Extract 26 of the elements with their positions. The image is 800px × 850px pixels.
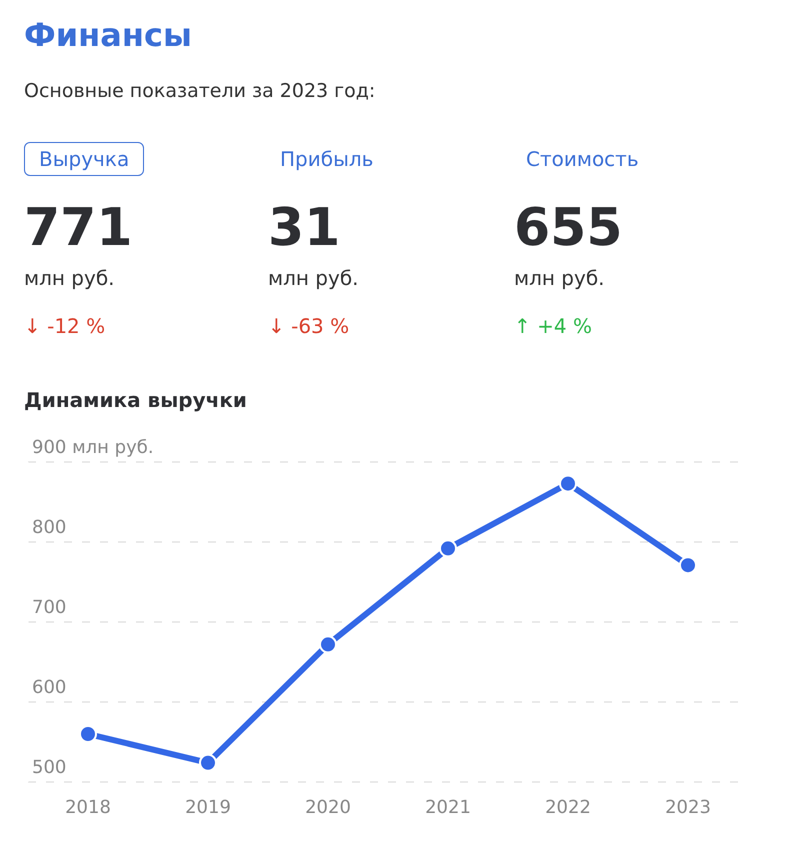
text: Выручка [24,142,144,176]
x-tick-label: 2023 [665,796,711,818]
text: Стоимость [526,146,639,173]
text: 771 [24,198,133,258]
y-tick-label: 900 млн руб. [32,437,154,458]
chart-title: Динамика выручки [24,388,248,414]
x-tick-label: 2020 [305,796,351,818]
text: Основные показатели за 2023 год: [24,80,376,102]
text: ↑ +4 % [514,314,592,338]
x-tick-label: 2019 [185,796,231,818]
y-tick-label: 500 [32,757,66,778]
text: 655 [514,198,623,258]
x-tick-label: 2022 [545,796,591,818]
text: Прибыль [280,146,374,173]
text: млн руб. [514,266,605,290]
y-tick-label: 600 [32,677,66,698]
text: млн руб. [24,266,115,290]
y-tick-label: 700 [32,597,66,618]
y-tick-label: 800 [32,517,66,538]
x-tick-label: 2018 [65,796,111,818]
text: млн руб. [268,266,359,290]
text: Финансы [24,16,192,54]
text: ↓ -63 % [268,314,350,338]
x-tick-label: 2021 [425,796,471,818]
text: ↓ -12 % [24,314,106,338]
text: 31 [268,198,340,258]
